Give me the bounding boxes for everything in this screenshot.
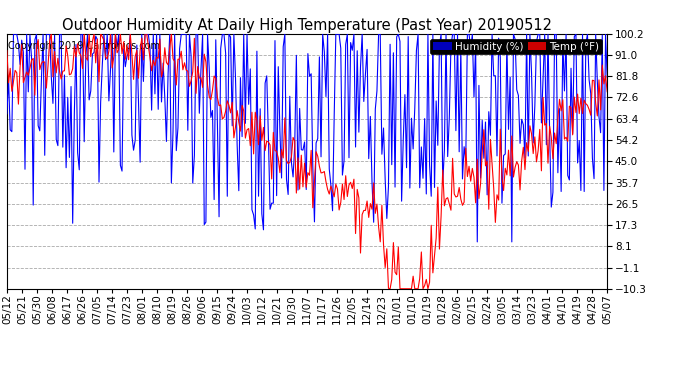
Title: Outdoor Humidity At Daily High Temperature (Past Year) 20190512: Outdoor Humidity At Daily High Temperatu…: [62, 18, 552, 33]
Text: Copyright 2019 Cartronics.com: Copyright 2019 Cartronics.com: [8, 41, 160, 51]
Legend: Humidity (%), Temp (°F): Humidity (%), Temp (°F): [431, 39, 602, 54]
